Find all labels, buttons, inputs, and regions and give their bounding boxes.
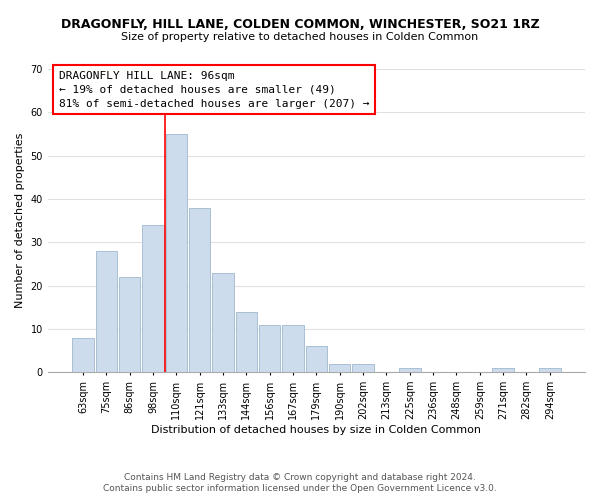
Bar (119, 277, 140, 372)
Bar (142, 225, 164, 372)
Bar (493, 368, 514, 372)
Bar (189, 208, 211, 372)
Text: DRAGONFLY HILL LANE: 96sqm
← 19% of detached houses are smaller (49)
81% of semi: DRAGONFLY HILL LANE: 96sqm ← 19% of deta… (59, 70, 369, 108)
Bar (539, 368, 560, 372)
Text: DRAGONFLY, HILL LANE, COLDEN COMMON, WINCHESTER, SO21 1RZ: DRAGONFLY, HILL LANE, COLDEN COMMON, WIN… (61, 18, 539, 30)
Y-axis label: Number of detached properties: Number of detached properties (15, 133, 25, 308)
Bar (259, 324, 280, 372)
Bar (329, 364, 350, 372)
Text: Size of property relative to detached houses in Colden Common: Size of property relative to detached ho… (121, 32, 479, 42)
Bar (236, 312, 257, 372)
Bar (352, 364, 374, 372)
Bar (283, 324, 304, 372)
Bar (72, 338, 94, 372)
X-axis label: Distribution of detached houses by size in Colden Common: Distribution of detached houses by size … (151, 425, 481, 435)
Bar (399, 368, 421, 372)
Bar (166, 134, 187, 372)
Text: Contains HM Land Registry data © Crown copyright and database right 2024.: Contains HM Land Registry data © Crown c… (124, 472, 476, 482)
Bar (212, 272, 234, 372)
Bar (95, 251, 117, 372)
Bar (305, 346, 327, 372)
Text: Contains public sector information licensed under the Open Government Licence v3: Contains public sector information licen… (103, 484, 497, 493)
